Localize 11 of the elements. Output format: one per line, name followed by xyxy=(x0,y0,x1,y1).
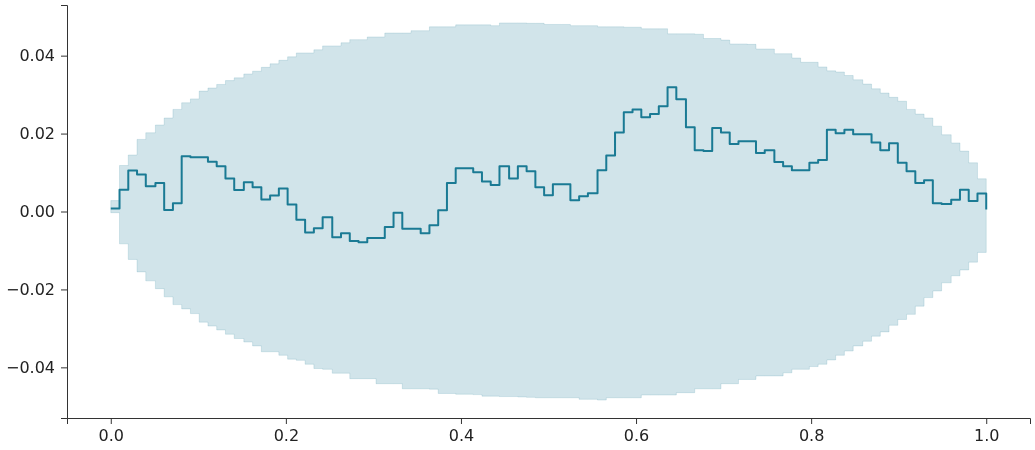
x-tick-label: 0.0 xyxy=(98,426,124,446)
y-tick-label: 0.04 xyxy=(19,46,55,66)
x-tick-label: 0.8 xyxy=(798,426,825,446)
x-tick-label: 1.0 xyxy=(974,426,1000,446)
y-tick-label: −0.04 xyxy=(5,357,55,377)
x-tick-label: 0.2 xyxy=(273,426,300,446)
x-tick-label: 0.6 xyxy=(623,426,650,446)
y-tick-label: 0.02 xyxy=(19,124,55,144)
y-tick-label: 0.00 xyxy=(19,202,55,222)
x-tick-label: 0.4 xyxy=(448,426,475,446)
y-tick-label: −0.02 xyxy=(5,280,55,300)
